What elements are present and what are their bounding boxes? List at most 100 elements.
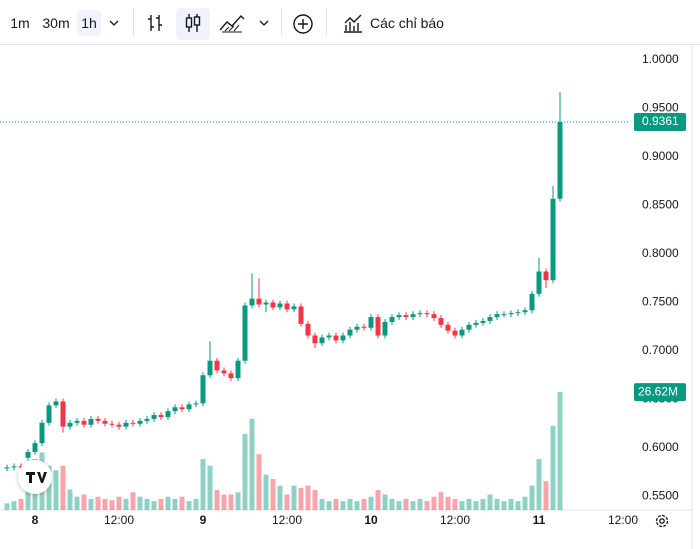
volume-bar [221, 494, 227, 510]
y-tick-label: 0.9500 [642, 101, 679, 115]
candle-body [403, 315, 409, 318]
volume-bar [508, 498, 514, 510]
volume-bar [494, 498, 500, 510]
candle-body [305, 323, 311, 336]
candle-body [151, 415, 157, 419]
toolbar: 1m 30m 1h Các chỉ báo [0, 0, 700, 45]
volume-bar [480, 498, 486, 510]
y-tick-label: 0.8500 [642, 198, 679, 212]
candle-body [522, 310, 528, 313]
candle-body [557, 122, 563, 199]
candle-body [459, 329, 465, 336]
volume-bar [179, 496, 185, 510]
candle-body [207, 360, 213, 376]
volume-bar [529, 485, 535, 510]
candle-body [95, 418, 101, 421]
candle-body [438, 318, 444, 325]
x-tick-label: 11 [533, 513, 546, 527]
volume-bar [263, 474, 269, 510]
candle-body [4, 467, 10, 469]
volume-bar [123, 498, 129, 510]
candles-icon[interactable] [183, 13, 203, 33]
volume-bar [11, 501, 17, 510]
candle-body [501, 314, 507, 316]
volume-bar [543, 481, 549, 510]
volume-bar [88, 498, 94, 510]
candle-body [249, 298, 255, 306]
candle-body [333, 335, 339, 341]
candle-body [473, 322, 479, 325]
x-tick-label: 9 [200, 513, 207, 527]
volume-bar [382, 494, 388, 510]
candle-body [165, 411, 171, 417]
candle-body [39, 422, 45, 444]
candle-body [46, 405, 52, 423]
indicators-icon[interactable] [342, 12, 364, 34]
candle-body [487, 317, 493, 321]
candle-body [361, 326, 367, 328]
area-icon[interactable] [218, 12, 246, 34]
candle-body [116, 424, 122, 427]
y-tick-label: 0.9000 [642, 149, 679, 163]
volume-bar [109, 500, 115, 510]
x-tick-label: 10 [364, 513, 378, 527]
separator [133, 8, 134, 36]
settings-icon[interactable] [654, 513, 670, 529]
volume-bar [403, 498, 409, 510]
volume-bar [95, 496, 101, 510]
x-tick-label: 12:00 [104, 513, 134, 527]
dropdown-icon[interactable] [258, 17, 270, 29]
candle-body [550, 198, 556, 281]
candle-body [270, 302, 276, 308]
separator [281, 8, 282, 36]
volume-bar [326, 501, 332, 510]
compare-icon[interactable] [292, 13, 314, 35]
volume-bar [305, 485, 311, 510]
volume-bar [347, 498, 353, 510]
candle-body [214, 360, 220, 371]
volume-bar [130, 492, 136, 510]
candles-button[interactable] [176, 8, 210, 40]
candle-body [67, 422, 73, 427]
volume-bar [158, 498, 164, 510]
candle-body [452, 330, 458, 336]
candle-body [508, 313, 514, 315]
candle-body [109, 423, 115, 425]
candle-body [74, 420, 80, 423]
candle-body [543, 271, 549, 281]
interval-button[interactable]: 1m [10, 15, 30, 31]
candle-body [11, 466, 17, 468]
candle-body [193, 403, 199, 405]
volume-bar [228, 494, 234, 510]
bars-icon[interactable] [145, 13, 165, 33]
volume-bar [466, 498, 472, 510]
x-tick-label: 12:00 [440, 513, 470, 527]
x-tick-label: 12:00 [272, 513, 302, 527]
candle-body [340, 335, 346, 341]
volume-bar [522, 496, 528, 510]
volume-bar [361, 498, 367, 510]
candle-body [256, 298, 262, 305]
volume-bar [515, 501, 521, 510]
candle-body [417, 313, 423, 315]
volume-bar [4, 503, 10, 510]
interval-button[interactable]: 1h [77, 10, 101, 36]
volume-bar [473, 501, 479, 510]
volume-bar [270, 479, 276, 510]
volume-bar [291, 485, 297, 510]
candle-body [536, 271, 542, 294]
candle-body [319, 337, 325, 344]
logo[interactable] [18, 460, 52, 494]
y-tick-label: 0.6000 [642, 440, 679, 454]
volume-bar [410, 501, 416, 510]
interval-button[interactable]: 30m [42, 15, 70, 31]
volume-bar [207, 465, 213, 510]
volume-bar [452, 498, 458, 510]
volume-bar [501, 501, 507, 510]
dropdown-icon[interactable] [108, 17, 120, 29]
candle-body [32, 443, 38, 452]
candle-body [158, 415, 164, 417]
indicators-button[interactable]: Các chỉ báo [370, 15, 444, 31]
volume-bar [137, 496, 143, 510]
